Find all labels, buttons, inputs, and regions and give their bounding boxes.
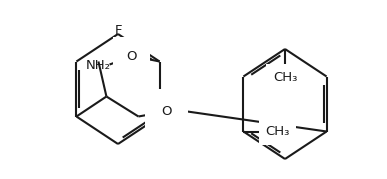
- Text: O: O: [161, 105, 172, 118]
- Text: NH₂: NH₂: [86, 59, 111, 71]
- Text: CH₃: CH₃: [273, 71, 297, 84]
- Text: O: O: [126, 50, 137, 63]
- Text: F: F: [114, 24, 122, 37]
- Text: CH₃: CH₃: [265, 125, 290, 138]
